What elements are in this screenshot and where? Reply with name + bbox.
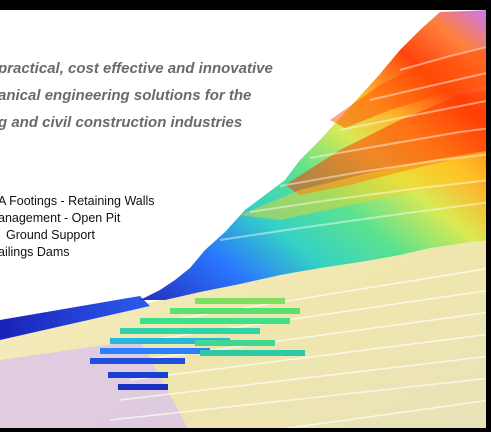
- yellow-band: [240, 150, 491, 220]
- services-line-2: anagement - Open Pit: [0, 211, 121, 225]
- tagline-line-3: g and civil construction industries: [0, 114, 243, 131]
- bench-lines: [219, 45, 491, 241]
- tagline-line-2: anical engineering solutions for the: [0, 87, 252, 104]
- services-line-1: A Footings - Retaining Walls: [0, 194, 155, 208]
- bottom-frame-border: [0, 428, 491, 432]
- ground-anchors: [90, 298, 305, 390]
- top-frame-border: [0, 0, 491, 10]
- hot-band-upper: [330, 45, 491, 128]
- blue-bench-band: [0, 296, 150, 340]
- right-frame-border: [486, 0, 491, 432]
- hot-band-lower: [285, 90, 491, 195]
- services-line-3: Ground Support: [6, 228, 95, 242]
- tagline-line-1: practical, cost effective and innovative: [0, 60, 273, 77]
- services-list: A Footings - Retaining Walls anagement -…: [0, 193, 218, 261]
- tagline: practical, cost effective and innovative…: [0, 55, 318, 136]
- services-line-4: ailings Dams: [0, 245, 70, 259]
